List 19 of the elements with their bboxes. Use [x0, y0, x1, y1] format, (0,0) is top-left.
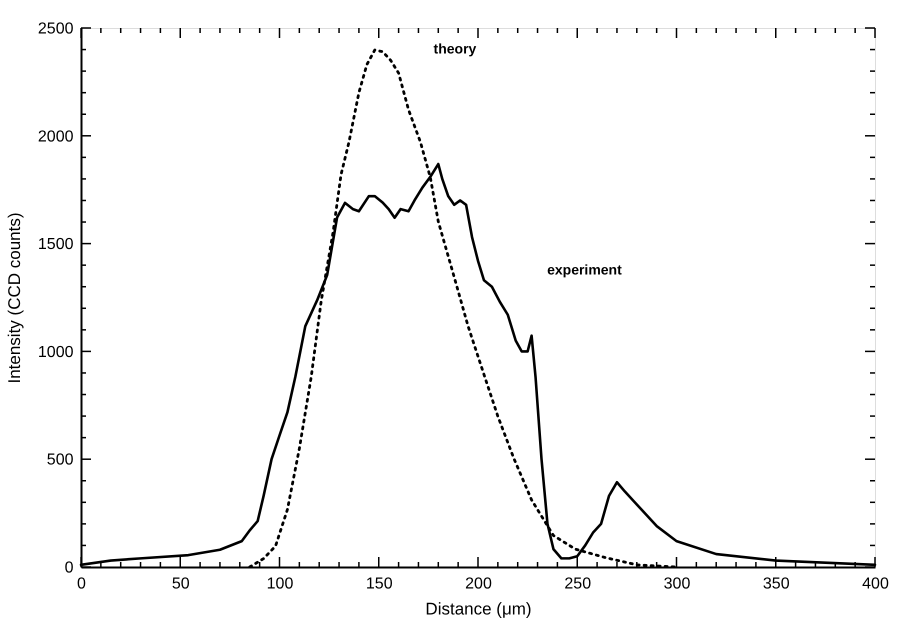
x-tick-label: 400: [862, 576, 889, 592]
x-tick-label: 250: [564, 576, 592, 592]
y-tick-label: 2000: [38, 128, 74, 146]
y-tick-label: 1000: [38, 344, 74, 361]
y-tick-label: 2500: [38, 20, 74, 38]
annotation: experiment: [547, 262, 622, 278]
x-tick-label: 350: [762, 576, 790, 592]
x-tick-label: 100: [266, 576, 294, 592]
y-tick-label: 1500: [38, 236, 74, 254]
annotation: theory: [434, 40, 477, 57]
x-tick-label: 300: [664, 576, 690, 592]
x-tick-label: 0: [77, 576, 86, 592]
y-tick-label: 500: [46, 452, 74, 469]
y-tick-label: 0: [64, 560, 74, 576]
x-tick-label: 50: [172, 576, 190, 592]
x-axis-title: Distance (μm): [425, 600, 532, 618]
x-tick-label: 200: [465, 576, 492, 592]
y-axis-title: Intensity (CCD counts): [4, 212, 24, 384]
x-tick-label: 150: [366, 576, 393, 592]
